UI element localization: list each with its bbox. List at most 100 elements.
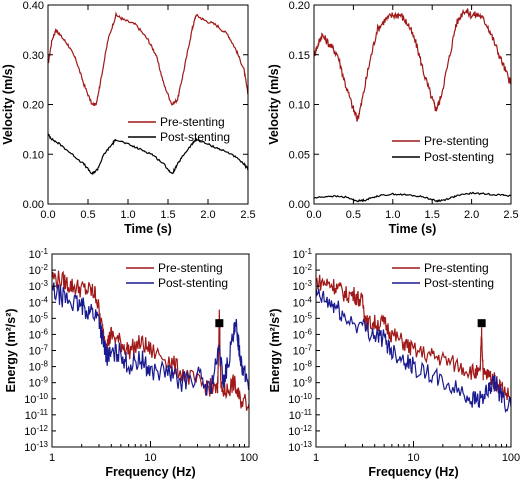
y-tick-exp: -1 <box>305 247 313 256</box>
y-tick-label: 10-8 <box>29 360 49 374</box>
y-tick-label: 10-10 <box>24 392 48 406</box>
y-tick-label: 10-9 <box>29 376 49 390</box>
y-tick-label: 0.10 <box>289 100 310 112</box>
x-tick-label: 2.0 <box>464 209 479 221</box>
y-tick-exp: -11 <box>301 408 313 417</box>
legend-label: Pre-stenting <box>424 134 489 148</box>
x-tick-label: 10 <box>144 452 156 464</box>
y-tick-exp: -7 <box>305 344 313 353</box>
x-tick-label: 100 <box>240 452 258 464</box>
y-tick-exp: -11 <box>37 408 49 417</box>
y-tick-exp: -4 <box>305 295 313 304</box>
x-tick-label: 0.0 <box>306 209 321 221</box>
legend-label: Pre-stenting <box>158 261 223 275</box>
legend-label: Pre-stenting <box>424 261 489 275</box>
y-tick-exp: -9 <box>41 376 49 385</box>
panel-a: 0.0 0.5 1.0 1.5 2.0 2.5 0.00 0.10 0.20 0.30 0.40 Ti… <box>1 0 256 236</box>
peak-marker <box>215 319 224 328</box>
series-line-post <box>48 132 248 176</box>
y-tick-base: 10 <box>24 426 36 438</box>
y-tick-exp: -5 <box>41 311 49 320</box>
y-tick-base: 10 <box>293 362 305 374</box>
y-tick-label: 10-12 <box>24 424 48 438</box>
x-tick-label: 1.0 <box>385 209 400 221</box>
series-line-post <box>314 191 511 203</box>
x-tick-label: 1 <box>313 452 319 464</box>
y-tick-label: 10-12 <box>288 424 312 438</box>
x-axis-label: Frequency (Hz) <box>368 465 458 479</box>
y-tick-label: 10-2 <box>293 263 313 277</box>
x-tick-label: 0.5 <box>80 209 95 221</box>
y-tick-exp: -13 <box>300 440 312 449</box>
y-tick-label: 10-5 <box>29 311 49 325</box>
panel-c: 1 10 10010-110-210-310-410-510-610-710-810… <box>4 247 258 479</box>
y-tick-exp: -8 <box>41 360 49 369</box>
y-tick-exp: -4 <box>41 295 49 304</box>
series-line-post <box>52 282 249 396</box>
x-axis-label: Frequency (Hz) <box>105 465 195 479</box>
y-tick-label: 0.10 <box>23 149 44 161</box>
series-line-pre <box>48 11 248 107</box>
y-tick-exp: -10 <box>300 392 312 401</box>
x-tick-label: 2.5 <box>240 209 255 221</box>
y-tick-label: 10-2 <box>29 263 49 277</box>
y-tick-label: 10-13 <box>288 440 312 454</box>
y-tick-label: 10-1 <box>29 247 49 261</box>
y-tick-label: 0.00 <box>289 199 310 211</box>
y-tick-base: 10 <box>29 329 41 341</box>
legend-label: Post-stenting <box>160 130 230 144</box>
x-tick-label: 1 <box>49 452 55 464</box>
y-tick-base: 10 <box>29 346 41 358</box>
y-tick-exp: -9 <box>305 376 313 385</box>
y-tick-base: 10 <box>293 313 305 325</box>
y-tick-base: 10 <box>29 249 41 261</box>
legend-label: Post-stenting <box>158 276 228 290</box>
y-tick-base: 10 <box>293 378 305 390</box>
y-tick-label: 10-7 <box>29 344 49 358</box>
y-axis-label: Energy (m²/s²) <box>4 308 18 392</box>
legend-label: Post-stenting <box>424 276 494 290</box>
y-tick-label: 10-7 <box>293 344 313 358</box>
y-tick-base: 10 <box>293 346 305 358</box>
y-tick-base: 10 <box>293 297 305 309</box>
y-tick-label: 10-3 <box>293 279 313 293</box>
x-tick-label: 1.5 <box>425 209 440 221</box>
y-tick-base: 10 <box>29 281 41 293</box>
y-tick-label: 10-3 <box>29 279 49 293</box>
plot-frame <box>47 4 249 205</box>
y-tick-label: 10-4 <box>29 295 49 309</box>
y-tick-base: 10 <box>29 378 41 390</box>
y-tick-label: 10-10 <box>288 392 312 406</box>
panel-b: 0.0 0.5 1.0 1.5 2.0 2.5 0.00 0.05 0.10 0.15 0.20 Ti… <box>267 0 519 236</box>
y-tick-exp: -5 <box>305 311 313 320</box>
y-tick-exp: -2 <box>305 263 313 272</box>
x-tick-label: 0.5 <box>346 209 361 221</box>
y-tick-label: 10-9 <box>293 376 313 390</box>
y-tick-exp: -8 <box>305 360 313 369</box>
y-axis-label: Velocity (m/s) <box>1 64 15 145</box>
y-tick-exp: -7 <box>41 344 49 353</box>
y-tick-base: 10 <box>24 394 36 406</box>
y-tick-exp: -3 <box>41 279 49 288</box>
y-tick-base: 10 <box>288 442 300 454</box>
x-axis-label: Time (s) <box>389 222 437 236</box>
series-line-pre <box>314 8 511 122</box>
x-tick-label: 2.5 <box>503 209 518 221</box>
y-tick-label: 10-5 <box>293 311 313 325</box>
y-tick-label: 0.00 <box>23 199 44 211</box>
series-line-post <box>316 287 511 414</box>
legend-label: Pre-stenting <box>160 115 225 129</box>
y-tick-exp: -13 <box>36 440 48 449</box>
y-tick-exp: -3 <box>305 279 313 288</box>
y-tick-label: 0.15 <box>289 50 310 62</box>
y-tick-base: 10 <box>293 281 305 293</box>
y-tick-exp: -12 <box>36 424 48 433</box>
y-tick-exp: -1 <box>41 247 49 256</box>
y-tick-label: 10-1 <box>293 247 313 261</box>
x-tick-label: 1.0 <box>120 209 135 221</box>
y-tick-base: 10 <box>293 249 305 261</box>
y-tick-label: 10-13 <box>24 440 48 454</box>
y-tick-base: 10 <box>288 426 300 438</box>
y-tick-label: 0.30 <box>23 50 44 62</box>
